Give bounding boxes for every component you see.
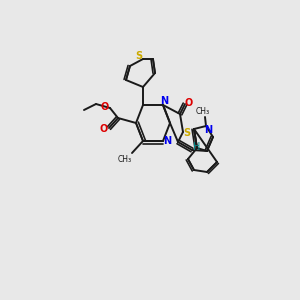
Text: N: N — [163, 136, 171, 146]
Text: O: O — [100, 124, 108, 134]
Text: N: N — [160, 96, 168, 106]
Text: CH₃: CH₃ — [196, 106, 210, 116]
Text: H: H — [193, 142, 201, 152]
Text: N: N — [204, 125, 212, 135]
Text: O: O — [185, 98, 193, 108]
Text: S: S — [183, 128, 190, 138]
Text: S: S — [135, 51, 142, 61]
Text: CH₃: CH₃ — [118, 155, 132, 164]
Text: O: O — [101, 102, 109, 112]
